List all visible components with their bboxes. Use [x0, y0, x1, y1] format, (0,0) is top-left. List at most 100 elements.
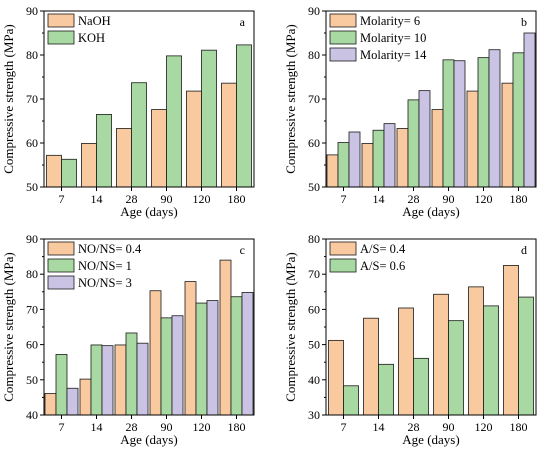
panel-letter: a [240, 15, 246, 29]
x-axis-title: Age (days) [120, 204, 177, 219]
x-tick-label: 180 [228, 420, 246, 434]
y-tick-label: 90 [308, 4, 320, 18]
bar-a-naoh-90 [151, 109, 167, 188]
x-tick-label: 28 [126, 192, 138, 206]
bar-b-molarity-10-90 [442, 59, 455, 188]
bar-b-molarity-14-90 [453, 60, 466, 188]
y-tick-label: 60 [308, 302, 320, 316]
bar-d-a-s-0-4-7 [328, 339, 344, 416]
bar-b-molarity-10-28 [407, 99, 420, 188]
x-tick-label: 180 [510, 192, 528, 206]
panel-letter: c [240, 243, 245, 257]
bar-b-molarity-6-14 [361, 143, 374, 188]
bar-b-molarity-14-28 [418, 90, 431, 188]
x-tick-label: 28 [126, 420, 138, 434]
y-axis-title: Compressive strength (MPa) [1, 252, 16, 401]
bar-a-koh-14 [96, 114, 112, 188]
bar-c-no-ns-0-4-7 [44, 393, 57, 416]
bar-c-no-ns-3-120 [206, 300, 219, 416]
chart-panel-a: 50 60 70 80 90 7 14 28 90 120 180 Age (days) Compres… [1, 4, 255, 219]
bar-c-no-ns-1-180 [230, 296, 243, 416]
y-tick-label: 80 [308, 232, 320, 246]
x-tick-label: 28 [408, 420, 420, 434]
x-tick-label: 180 [228, 192, 246, 206]
y-tick-label: 80 [308, 48, 320, 62]
bar-d-a-s-0-4-180 [503, 264, 519, 416]
bar-a-naoh-120 [186, 90, 202, 188]
bar-d-a-s-0-4-120 [468, 286, 484, 416]
bar-a-naoh-7 [46, 154, 62, 188]
bar-c-no-ns-0-4-90 [149, 290, 162, 416]
bar-b-molarity-6-7 [326, 154, 339, 188]
bar-b-molarity-6-180 [501, 82, 514, 188]
legend-swatch-no-ns-0-4 [47, 241, 75, 256]
panel-letter: b [521, 15, 527, 29]
bar-c-no-ns-3-90 [171, 315, 184, 416]
y-tick-label: 30 [308, 408, 320, 422]
legend-swatch-molarity-10 [329, 30, 357, 45]
x-tick-label: 14 [91, 192, 103, 206]
x-tick-label: 14 [91, 420, 103, 434]
y-tick-label: 50 [308, 180, 320, 194]
legend-swatch-no-ns-1 [47, 258, 75, 273]
bar-a-koh-180 [236, 44, 252, 188]
legend-label: Molarity= 6 [360, 14, 420, 28]
bar-c-no-ns-3-180 [241, 292, 254, 416]
legend-label: A/S= 0.6 [360, 259, 405, 273]
bar-c-no-ns-0-4-120 [184, 281, 197, 416]
legend-swatch-koh [47, 30, 75, 45]
bar-d-a-s-0-6-28 [413, 357, 429, 416]
chart-panel-d: 30 40 50 60 70 80 7 14 28 90 120 180 Age (days) Compr… [283, 232, 537, 447]
legend-swatch-no-ns-3 [47, 275, 75, 290]
y-tick-label: 70 [26, 302, 38, 316]
x-tick-label: 120 [193, 420, 211, 434]
x-axis-title: Age (days) [120, 432, 177, 447]
legend-swatch-a-s-0-4 [329, 241, 357, 256]
bar-d-a-s-0-4-28 [398, 307, 414, 416]
y-tick-label: 50 [26, 180, 38, 194]
bar-d-a-s-0-6-7 [343, 385, 359, 416]
x-tick-label: 14 [373, 420, 385, 434]
bar-b-molarity-14-120 [488, 49, 501, 188]
y-tick-label: 60 [26, 338, 38, 352]
y-tick-label: 40 [308, 373, 320, 387]
bar-c-no-ns-1-28 [125, 332, 138, 416]
bar-c-no-ns-0-4-180 [219, 259, 232, 416]
legend-swatch-molarity-14 [329, 47, 357, 62]
bar-d-a-s-0-6-14 [378, 363, 394, 416]
bar-a-koh-7 [61, 158, 77, 188]
y-tick-label: 50 [308, 338, 320, 352]
y-axis-title: Compressive strength (MPa) [283, 24, 298, 173]
bar-b-molarity-6-28 [396, 128, 409, 188]
x-tick-label: 90 [161, 420, 173, 434]
x-tick-label: 14 [373, 192, 385, 206]
bar-c-no-ns-0-4-28 [114, 344, 127, 416]
bar-a-koh-90 [166, 55, 182, 188]
legend-swatch-naoh [47, 13, 75, 28]
y-axis-title: Compressive strength (MPa) [1, 24, 16, 173]
bar-d-a-s-0-6-120 [483, 305, 499, 416]
legend-label: Molarity= 14 [360, 48, 427, 62]
y-tick-label: 70 [26, 92, 38, 106]
legend-swatch-a-s-0-6 [329, 258, 357, 273]
bar-c-no-ns-1-120 [195, 302, 208, 416]
x-tick-label: 120 [475, 192, 493, 206]
bar-a-naoh-14 [81, 143, 97, 188]
bar-c-no-ns-3-7 [66, 387, 79, 416]
x-tick-label: 90 [443, 420, 455, 434]
bar-b-molarity-10-14 [372, 129, 385, 188]
panel-letter: d [521, 243, 527, 257]
x-tick-label: 7 [341, 192, 347, 206]
y-tick-label: 60 [308, 136, 320, 150]
bar-d-a-s-0-6-90 [448, 320, 464, 416]
x-tick-label: 120 [475, 420, 493, 434]
bar-c-no-ns-3-28 [136, 342, 149, 416]
bar-c-no-ns-1-14 [90, 344, 103, 416]
bar-a-naoh-180 [221, 82, 237, 188]
bar-d-a-s-0-6-180 [518, 296, 534, 416]
bar-c-no-ns-1-7 [55, 354, 68, 416]
bar-a-naoh-28 [116, 128, 132, 188]
y-tick-label: 80 [26, 267, 38, 281]
bar-b-molarity-10-180 [512, 52, 525, 188]
